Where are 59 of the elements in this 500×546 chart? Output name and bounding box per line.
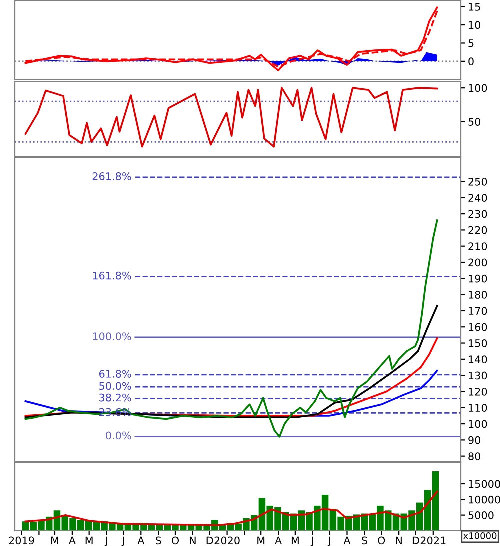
x-tick-label: D xyxy=(412,536,420,544)
y-tick-label: 80 xyxy=(468,452,481,460)
y-tick-label: 100 xyxy=(469,420,488,428)
x-tick-label: A xyxy=(275,536,282,544)
x-tick-label: M xyxy=(52,536,58,544)
x-tick-label: A xyxy=(344,536,351,544)
y-tick-label: 170 xyxy=(469,307,488,316)
y-tick-label: 140 xyxy=(469,356,488,364)
x-tick-label: S xyxy=(156,536,162,545)
x-tick-label: M xyxy=(292,536,299,544)
y-tick-label: 15 xyxy=(469,3,480,11)
y-tick-label: 15000 xyxy=(469,480,500,488)
y-tick-label: 240 xyxy=(468,194,488,202)
y-tick-label: 190 xyxy=(469,274,488,283)
x-tick-label: O xyxy=(378,536,386,545)
x-tick-label: N xyxy=(190,536,196,544)
y-tick-label: 50 xyxy=(468,118,481,126)
x-tick-label: S xyxy=(362,536,368,545)
y-tick-label: 220 xyxy=(468,226,488,234)
x-tick-label: 2021 xyxy=(420,536,446,545)
y-tick-label: 200 xyxy=(468,258,488,267)
y-tick-label: 10000 xyxy=(469,496,500,504)
annotation: 0.0% xyxy=(106,432,132,440)
y-tick-label: 120 xyxy=(469,388,488,396)
y-tick-label: 150 xyxy=(469,340,488,348)
y-tick-label: 90 xyxy=(468,436,481,444)
y-tick-label: 180 xyxy=(469,291,488,299)
x-tick-label: A xyxy=(138,536,145,544)
x-tick-label: N xyxy=(396,536,402,544)
y-tick-label: 0 xyxy=(468,58,474,66)
annotation: 261.8% xyxy=(92,172,132,180)
y-tick-label: 10 xyxy=(469,21,481,30)
annotation: 100.0% xyxy=(93,332,132,340)
y-tick-label: 210 xyxy=(468,242,488,250)
y-tick-label: 250 xyxy=(468,178,488,186)
annotation: 161.8% xyxy=(93,272,132,280)
y-tick-label: 110 xyxy=(469,404,488,412)
line-series xyxy=(24,220,438,438)
y-tick-label: 130 xyxy=(469,372,488,380)
x-tick-label: A xyxy=(68,536,76,544)
x-tick-label: 2020 xyxy=(214,536,240,545)
x-tick-label: O xyxy=(172,536,180,545)
x-tick-label: M xyxy=(258,536,265,544)
y-tick-label: 160 xyxy=(469,323,488,332)
text: x10000 xyxy=(463,532,497,540)
line-series xyxy=(24,87,438,148)
annotation: 50.0% xyxy=(100,382,132,390)
y-tick-label: 100 xyxy=(469,84,488,92)
line-series xyxy=(24,490,438,526)
y-tick-label: 5 xyxy=(468,40,474,48)
x-tick-label: 2019 xyxy=(9,536,34,545)
y-tick-label: 5000 xyxy=(468,512,494,520)
annotation: 38.2% xyxy=(100,394,132,402)
x-tick-label: D xyxy=(206,536,214,544)
x-tick-label: M xyxy=(86,536,93,544)
annotation: 61.8% xyxy=(99,370,132,378)
line-series xyxy=(24,305,438,418)
annotation: 23.6% xyxy=(100,408,132,416)
y-tick-label: 230 xyxy=(468,210,488,218)
